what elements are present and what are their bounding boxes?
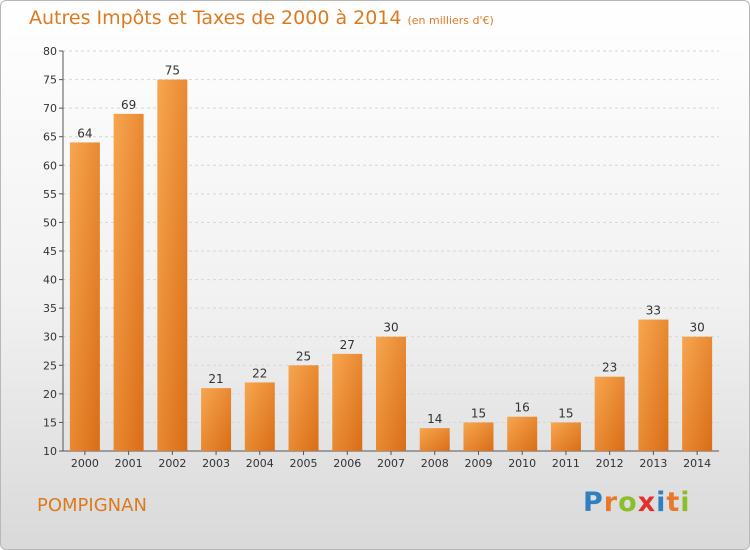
data-label-2012: 23 bbox=[602, 361, 617, 375]
xtick-label-2002: 2002 bbox=[158, 457, 186, 470]
data-label-2004: 22 bbox=[252, 366, 267, 380]
bar-2008 bbox=[419, 428, 450, 451]
xtick-label-2003: 2003 bbox=[202, 457, 230, 470]
bar-2005 bbox=[288, 365, 319, 451]
ytick-label-20: 20 bbox=[43, 388, 57, 401]
xtick-label-2009: 2009 bbox=[464, 457, 492, 470]
data-label-2013: 33 bbox=[646, 304, 661, 318]
ytick-label-70: 70 bbox=[43, 102, 57, 115]
xtick-label-2007: 2007 bbox=[377, 457, 405, 470]
ytick-label-60: 60 bbox=[43, 159, 57, 172]
ytick-label-10: 10 bbox=[43, 445, 57, 458]
data-label-2000: 64 bbox=[77, 126, 92, 140]
logo-letter: t bbox=[666, 487, 681, 518]
xtick-label-2013: 2013 bbox=[639, 457, 667, 470]
ytick-label-55: 55 bbox=[43, 188, 57, 201]
bar-2002 bbox=[157, 79, 188, 452]
xtick-label-2014: 2014 bbox=[683, 457, 711, 470]
data-label-2014: 30 bbox=[689, 321, 704, 335]
data-label-2007: 30 bbox=[383, 321, 398, 335]
logo-letter: x bbox=[637, 487, 657, 518]
bar-2007 bbox=[376, 336, 406, 451]
logo-letter: i bbox=[656, 487, 667, 518]
logo-letter: P bbox=[583, 487, 604, 518]
xtick-label-2006: 2006 bbox=[333, 457, 361, 470]
ytick-label-25: 25 bbox=[43, 359, 57, 372]
logo-letter: i bbox=[680, 487, 691, 518]
bar-2000 bbox=[69, 142, 100, 451]
bar-2001 bbox=[113, 113, 144, 451]
chart-title-text: Autres Impôts et Taxes de 2000 à 2014 bbox=[29, 7, 402, 29]
xtick-label-2001: 2001 bbox=[115, 457, 143, 470]
bar-2010 bbox=[507, 416, 538, 451]
data-label-2003: 21 bbox=[208, 372, 223, 386]
data-label-2001: 69 bbox=[121, 98, 136, 112]
xtick-label-2012: 2012 bbox=[596, 457, 624, 470]
xtick-label-2000: 2000 bbox=[71, 457, 99, 470]
ytick-label-80: 80 bbox=[43, 45, 57, 58]
bar-2014 bbox=[682, 336, 713, 451]
proxiti-logo: Proxiti bbox=[583, 487, 691, 518]
xtick-label-2004: 2004 bbox=[246, 457, 274, 470]
city-name: POMPIGNAN bbox=[37, 495, 147, 516]
bar-2011 bbox=[550, 422, 581, 451]
bar-2003 bbox=[201, 388, 232, 451]
data-label-2006: 27 bbox=[340, 338, 355, 352]
bars bbox=[69, 79, 713, 452]
data-label-2010: 16 bbox=[515, 401, 530, 415]
ytick-label-35: 35 bbox=[43, 302, 57, 315]
logo-letter: o bbox=[618, 487, 638, 518]
xtick-label-2008: 2008 bbox=[421, 457, 449, 470]
data-label-2005: 25 bbox=[296, 349, 311, 363]
logo-letter: r bbox=[603, 487, 619, 518]
data-label-2008: 14 bbox=[427, 412, 442, 426]
bar-2013 bbox=[638, 319, 669, 451]
chart-title: Autres Impôts et Taxes de 2000 à 2014 (en… bbox=[29, 7, 494, 29]
data-label-2009: 15 bbox=[471, 406, 486, 420]
ytick-label-65: 65 bbox=[43, 131, 57, 144]
data-label-2002: 75 bbox=[165, 64, 180, 78]
ytick-label-45: 45 bbox=[43, 245, 57, 258]
chart-subtitle: (en milliers d'€) bbox=[407, 14, 494, 27]
ytick-label-30: 30 bbox=[43, 331, 57, 344]
bar-2006 bbox=[332, 353, 363, 451]
labels: 2000 64 2001 69 2002 75 2003 21 2004 22 2005 25 2006… bbox=[71, 64, 711, 470]
axes: 10 15 20 25 30 35 40 45 50 55 60 65 70 75 80 bbox=[43, 45, 719, 458]
bar-2009 bbox=[463, 422, 494, 451]
xtick-label-2005: 2005 bbox=[290, 457, 318, 470]
xtick-label-2010: 2010 bbox=[508, 457, 536, 470]
data-label-2011: 15 bbox=[558, 406, 573, 420]
ytick-label-40: 40 bbox=[43, 274, 57, 287]
xtick-label-2011: 2011 bbox=[552, 457, 580, 470]
bar-2012 bbox=[594, 376, 625, 451]
ytick-label-15: 15 bbox=[43, 416, 57, 429]
ytick-label-50: 50 bbox=[43, 216, 57, 229]
bar-2004 bbox=[244, 382, 275, 451]
ytick-label-75: 75 bbox=[43, 74, 57, 87]
